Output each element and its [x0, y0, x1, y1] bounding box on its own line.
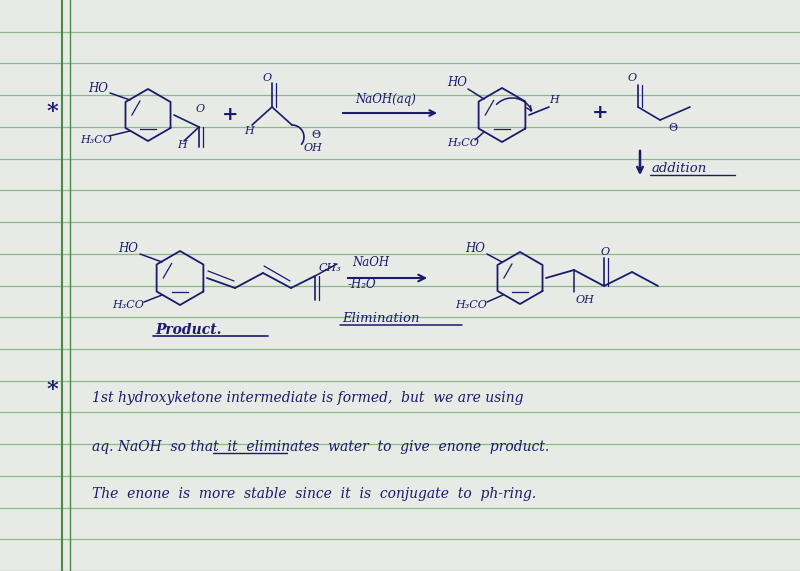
Text: aq. NaOH  so that  it  eliminates  water  to  give  enone  product.: aq. NaOH so that it eliminates water to …: [92, 440, 550, 454]
Text: NaOH: NaOH: [352, 256, 389, 270]
Text: HO: HO: [447, 75, 467, 89]
Text: -H₂O: -H₂O: [348, 279, 377, 292]
Text: OH: OH: [304, 143, 323, 153]
Text: +: +: [592, 104, 608, 122]
Text: Θ: Θ: [311, 130, 321, 140]
Text: *: *: [46, 101, 58, 123]
Text: Θ: Θ: [668, 123, 677, 133]
Text: The  enone  is  more  stable  since  it  is  conjugate  to  ph-ring.: The enone is more stable since it is con…: [92, 487, 536, 501]
Text: O: O: [263, 73, 272, 83]
Text: O: O: [196, 104, 205, 114]
Text: H₃CO: H₃CO: [455, 300, 487, 310]
Text: Elimination: Elimination: [342, 312, 419, 324]
Text: addition: addition: [652, 162, 707, 175]
Text: H: H: [244, 126, 254, 136]
Text: 1st hydroxyketone intermediate is formed,  but  we are using: 1st hydroxyketone intermediate is formed…: [92, 391, 523, 405]
Text: *: *: [46, 379, 58, 401]
Text: OH: OH: [576, 295, 595, 305]
Text: NaOH(aq): NaOH(aq): [355, 94, 416, 107]
Text: HO: HO: [118, 242, 138, 255]
Text: Product.: Product.: [155, 323, 222, 337]
Text: H: H: [177, 140, 186, 150]
Text: H₃CO: H₃CO: [447, 138, 479, 148]
Text: H₃CO: H₃CO: [80, 135, 112, 145]
Text: CH₃: CH₃: [319, 263, 342, 273]
Text: HO: HO: [465, 242, 485, 255]
Text: O: O: [601, 247, 610, 257]
Text: HO: HO: [88, 82, 108, 94]
Text: +: +: [222, 106, 238, 124]
Text: H: H: [549, 95, 558, 105]
Text: O: O: [628, 73, 637, 83]
Text: H₃CO: H₃CO: [112, 300, 144, 310]
